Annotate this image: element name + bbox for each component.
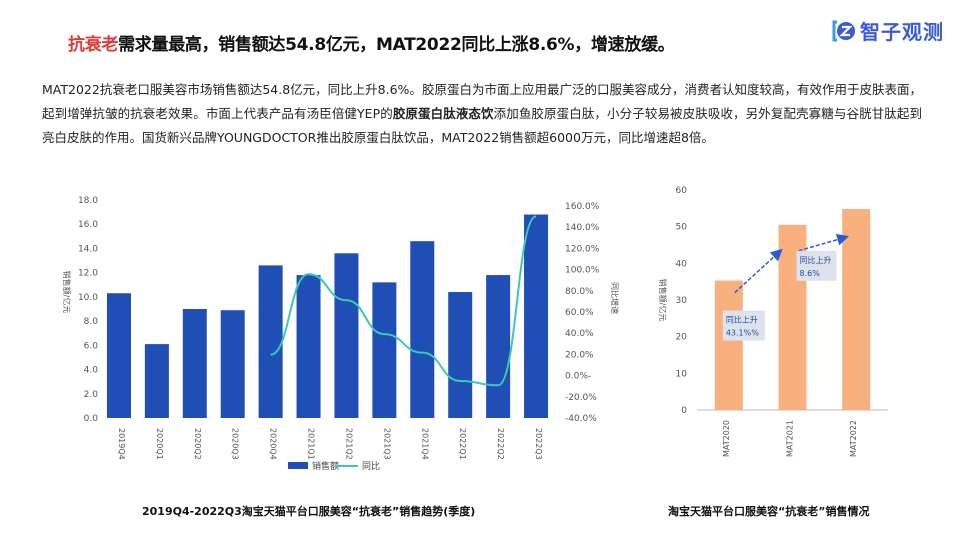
mat-y-tick-label: 30 bbox=[676, 296, 688, 306]
sales-bar bbox=[410, 241, 435, 418]
y-tick-label: 14.0 bbox=[78, 244, 98, 254]
annotation-label-2: 同比上升 bbox=[800, 255, 832, 265]
y2-tick-label: 160.0% bbox=[565, 202, 600, 212]
sales-bar bbox=[220, 310, 245, 418]
x-tick-label: 2020Q3 bbox=[231, 428, 240, 460]
y2-tick-label: 140.0% bbox=[565, 223, 600, 233]
y2-tick-label: 20.0% bbox=[565, 350, 594, 360]
sales-bar bbox=[144, 344, 169, 418]
y-tick-label: 16.0 bbox=[78, 220, 98, 230]
legend-label-sales: 销售额 bbox=[312, 460, 339, 472]
paragraph-part1: MAT2022抗衰老口服美容市场销售额达54.8亿元，同比上升8.6%。胶原蛋白… bbox=[42, 82, 922, 121]
mat-x-tick-label: MAT2020 bbox=[722, 420, 731, 457]
y-tick-label: 6.0 bbox=[84, 341, 99, 351]
mat-y-tick-label: 50 bbox=[676, 223, 688, 233]
paragraph-part2: 添加鱼胶原蛋白肽，小分子较易被皮肤吸收，另外复配壳寡糖与谷胱甘肽起到亮白皮肤的作… bbox=[42, 106, 922, 145]
sales-bar bbox=[448, 292, 473, 418]
x-tick-label: 2022Q1 bbox=[458, 428, 467, 460]
description-paragraph: MAT2022抗衰老口服美容市场销售额达54.8亿元，同比上升8.6%。胶原蛋白… bbox=[42, 78, 922, 150]
x-tick-label: 2019Q4 bbox=[117, 428, 126, 460]
y-axis-title: 销售额/亿元 bbox=[62, 271, 72, 314]
y-tick-label: 2.0 bbox=[84, 390, 99, 400]
brand-name: 智子观测 bbox=[860, 20, 944, 44]
mat-x-tick-label: MAT2021 bbox=[786, 420, 795, 457]
y-tick-label: 18.0 bbox=[78, 196, 98, 206]
mat-y-tick-label: 10 bbox=[676, 369, 688, 379]
mat-y-tick-label: 0 bbox=[681, 406, 687, 416]
quarterly-chart-title: 2019Q4-2022Q3淘宝天猫平台口服美容“抗衰老”销售趋势(季度) bbox=[142, 505, 476, 518]
x-tick-label: 2021Q4 bbox=[420, 428, 429, 460]
bracket-z-logo-icon bbox=[832, 20, 855, 41]
y2-tick-label: -20.0% bbox=[565, 393, 597, 403]
mat-y-axis-title: 销售额/亿元 bbox=[658, 279, 668, 322]
page-title: 抗衰老需求量最高，销售额达54.8亿元，MAT2022同比上涨8.6%，增速放缓… bbox=[68, 30, 675, 55]
yoy-growth-line bbox=[270, 215, 537, 387]
y-tick-label: 8.0 bbox=[84, 317, 99, 327]
sales-bar bbox=[106, 293, 131, 418]
y-tick-label: 12.0 bbox=[78, 269, 98, 279]
x-tick-label: 2022Q3 bbox=[534, 428, 543, 460]
x-tick-label: 2020Q4 bbox=[269, 428, 278, 460]
mat-y-tick-label: 40 bbox=[676, 259, 688, 269]
growth-arrow-1 bbox=[734, 248, 783, 294]
y2-tick-label: 60.0% bbox=[565, 308, 594, 318]
y2-tick-label: 120.0% bbox=[565, 244, 600, 254]
title-rest: 需求量最高，销售额达54.8亿元，MAT2022同比上涨8.6%，增速放缓。 bbox=[118, 35, 675, 55]
sales-bar bbox=[296, 275, 321, 418]
y2-axis-title: 同比增速 bbox=[610, 282, 620, 314]
x-tick-label: 2021Q2 bbox=[344, 428, 353, 460]
sales-bar bbox=[372, 282, 397, 418]
y-tick-label: 4.0 bbox=[84, 366, 99, 376]
mat-y-tick-label: 20 bbox=[676, 333, 688, 343]
annotation-value-2: 8.6% bbox=[800, 269, 821, 278]
mat-chart-title: 淘宝天猫平台口服美容“抗衰老”销售情况 bbox=[668, 505, 870, 518]
x-tick-label: 2020Q1 bbox=[155, 428, 164, 460]
sales-bar bbox=[182, 309, 207, 418]
y-tick-label: 0.0 bbox=[84, 414, 99, 424]
legend-label-yoy: 同比 bbox=[362, 460, 380, 472]
sales-bar bbox=[258, 265, 283, 418]
y-tick-label: 10.0 bbox=[78, 293, 98, 303]
mat-bar bbox=[842, 209, 871, 410]
annotation-box-2 bbox=[796, 250, 837, 281]
mat-bar bbox=[714, 280, 743, 410]
x-tick-label: 2021Q1 bbox=[307, 428, 316, 460]
mat-x-tick-label: MAT2022 bbox=[849, 420, 858, 457]
annotation-box-1 bbox=[722, 310, 765, 341]
y2-tick-label: 100.0% bbox=[565, 266, 600, 276]
x-tick-label: 2022Q2 bbox=[496, 428, 505, 460]
sales-bar bbox=[524, 214, 549, 418]
title-highlight: 抗衰老 bbox=[68, 35, 119, 55]
annotation-label-1: 同比上升 bbox=[726, 315, 758, 325]
growth-arrow-2 bbox=[798, 233, 850, 252]
sales-bar bbox=[334, 253, 359, 418]
legend-swatch-sales bbox=[288, 462, 308, 469]
x-tick-label: 2021Q3 bbox=[382, 428, 391, 460]
mat-y-tick-label: 60 bbox=[676, 186, 688, 196]
y2-tick-label: 40.0% bbox=[565, 329, 594, 339]
y2-tick-label: 80.0% bbox=[565, 287, 594, 297]
y2-tick-label: -40.0% bbox=[565, 414, 597, 424]
sales-bar bbox=[486, 275, 511, 418]
brand-logo: 智子观测 bbox=[832, 16, 944, 45]
y2-tick-label: 0.0%- bbox=[565, 372, 591, 382]
x-tick-label: 2020Q2 bbox=[193, 428, 202, 460]
annotation-value-1: 43.1%% bbox=[726, 329, 759, 338]
paragraph-bold-product: 胶原蛋白肽液态饮 bbox=[392, 106, 494, 121]
